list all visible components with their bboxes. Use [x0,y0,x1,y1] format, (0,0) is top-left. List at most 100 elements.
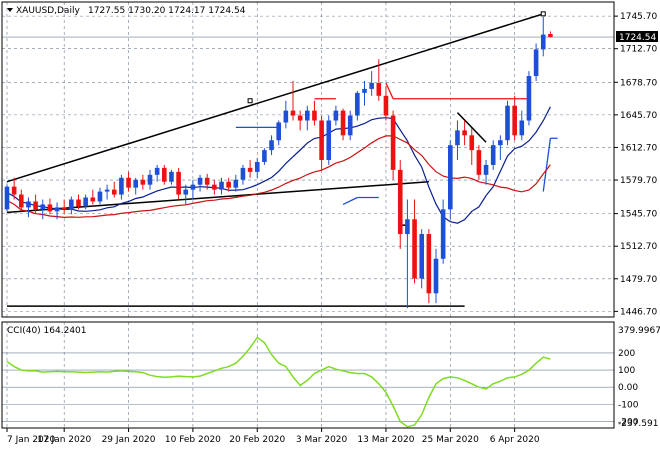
bull-candle-body [240,167,246,180]
bear-candle-body [319,120,324,160]
bull-candle-body [40,204,46,210]
cci-axis: 200 100 0.00 -100 -200 379.9967 -237.591 [618,326,660,429]
cci-level-label: -100 [618,400,639,410]
cci-level-label: 200 [618,349,635,359]
bear-candle-body [290,110,296,116]
bear-candle-body [226,181,231,188]
bear-candle-body [76,199,81,207]
bull-candle-body [119,177,124,195]
bull-candle-body [455,130,460,146]
bull-candle-body [147,174,153,185]
current-price-tag-bg [616,31,658,43]
time-tick-label: 20 Feb 2020 [229,435,285,445]
bull-candle-body [483,164,489,175]
bear-candle-body [297,115,303,121]
time-tick-label: 13 Mar 2020 [357,435,414,445]
current-price-tag-text: 1724.54 [619,33,656,43]
bull-candle-body [219,181,224,190]
ohlc-readout: 1727.55 1730.20 1724.17 1724.54 [88,6,246,16]
bull-candle-body [519,120,525,136]
bull-candle-body [254,161,260,172]
bull-candle-body [83,197,88,207]
cci-polyline [6,336,551,428]
bull-candle-body [97,191,103,202]
bear-candle-body [376,82,382,96]
bull-candle-body [262,150,267,162]
bull-candle-body [333,110,339,121]
bull-candle-body [440,209,446,259]
current-price-tag: 1724.54 [616,31,658,43]
upper-trendline[interactable] [6,13,544,183]
slow-moving-average [6,135,551,219]
time-tick-label: 25 Mar 2020 [422,435,479,445]
symbol-dropdown-icon[interactable] [7,8,13,12]
bear-candle-body [383,95,389,116]
time-tick-label: 7 Jan 2020 [7,435,55,445]
bull-candle-body [154,167,160,175]
time-tick-label: 6 Apr 2020 [490,435,540,445]
cci-level-label: 100 [618,366,635,376]
rising-support[interactable] [542,138,552,192]
bull-candle-body [369,82,374,89]
price-tick-label: 1612.70 [620,143,657,153]
trend-lines[interactable] [6,11,558,307]
price-tick-label: 1645.70 [620,111,657,121]
bear-candle-body [111,189,117,195]
price-tick-label: 1545.70 [620,210,657,220]
trendline-anchor-handle[interactable] [540,11,546,17]
bear-candle-body [61,207,67,210]
trendline-anchor-handle[interactable] [247,98,253,104]
bear-candle-body [212,184,217,190]
time-tick-label: 29 Jan 2020 [102,435,156,445]
price-tick-label: 1479.70 [620,275,657,285]
resistance-drop[interactable] [385,82,394,100]
price-axis[interactable]: 1745.70 1712.70 1678.70 1645.70 1612.70 1579.… [614,12,657,317]
bear-candle-body [126,177,131,188]
bear-candle-body [340,110,346,136]
bull-candle-body [269,140,274,151]
bull-candle-body [526,76,532,121]
bull-candle-body [233,179,239,188]
bull-candle-body [305,110,310,121]
bear-candle-body [11,186,17,195]
bear-candle-body [512,105,517,136]
bull-candle-body [405,219,410,235]
bull-candle-body [533,49,539,77]
cci-min-label: -237.591 [618,419,658,429]
price-tick-label: 1512.70 [620,242,657,252]
bull-candle-body [362,88,367,93]
bull-candle-body [433,258,439,294]
bear-candle-body [412,219,417,279]
bull-candle-body [133,179,138,188]
candlestick-series [4,16,553,309]
main-pane-frame [1,1,615,318]
lower-trendline[interactable] [6,180,429,214]
pattern-line[interactable] [456,112,487,143]
bull-candle-body [183,189,189,195]
support-curl[interactable] [342,196,358,206]
bull-candle-body [26,201,31,208]
bull-candle-body [355,92,360,116]
indicator-pane-frame [1,321,615,429]
price-tick-label: 1579.70 [620,176,657,186]
cci-label: CCI(40) 164.2401 [7,326,87,336]
bull-candle-body [169,171,174,182]
bull-candle-body [419,234,424,279]
bear-candle-body [312,110,317,121]
bear-candle-body [469,135,475,151]
bull-candle-body [347,115,353,136]
cci-line [6,336,551,428]
bear-candle-body [247,167,253,172]
bear-candle-body [47,204,53,212]
bull-candle-body [197,177,203,185]
bull-candle-body [190,184,196,190]
bull-candle-body [69,199,74,210]
time-tick-label: 10 Feb 2020 [165,435,221,445]
bull-candle-body [54,207,60,212]
fast-moving-average [6,106,551,224]
bull-candle-body [326,120,332,160]
bear-candle-body [476,150,482,175]
